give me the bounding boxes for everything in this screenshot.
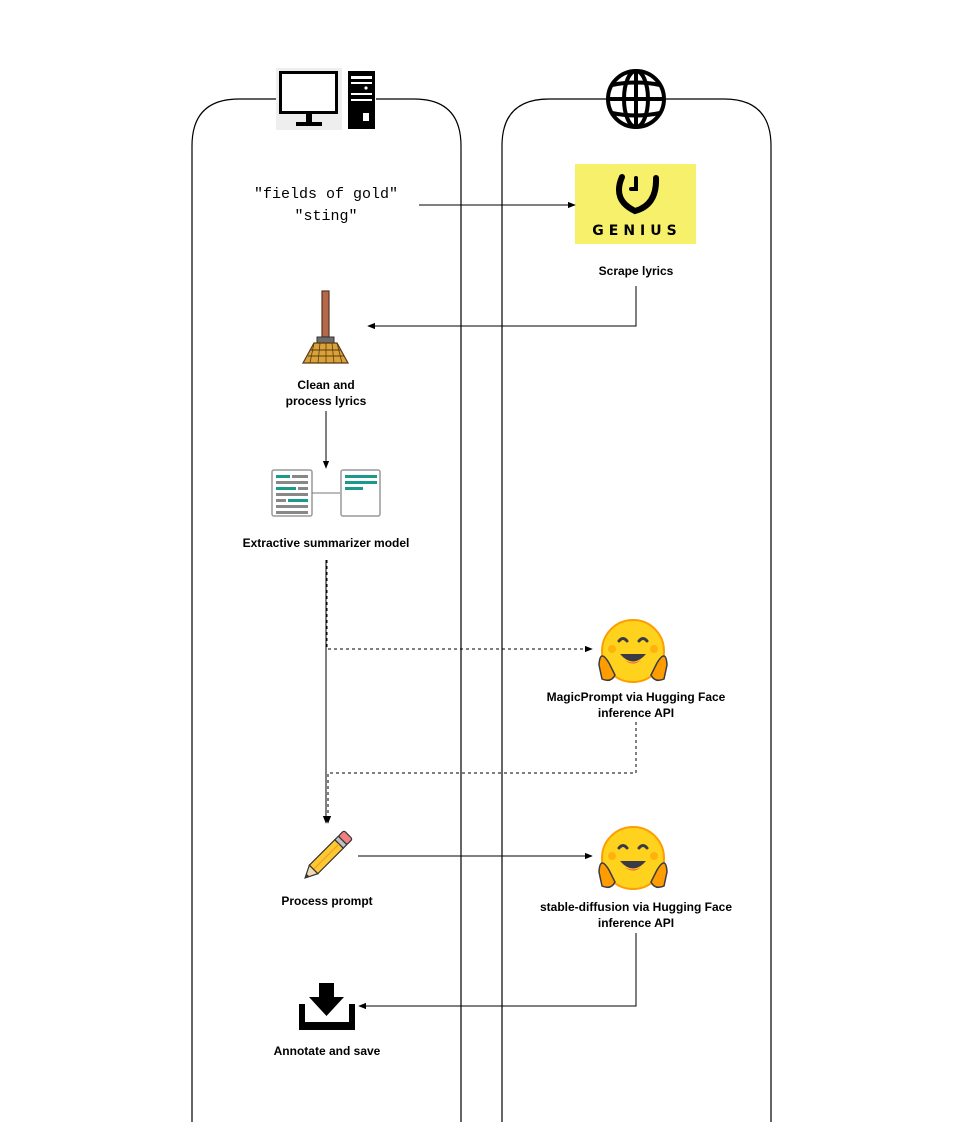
genius-logo-text: GENIUS (592, 223, 681, 239)
annotate-save-label: Annotate and save (274, 1044, 381, 1058)
stable-diffusion-label-line2: inference API (598, 916, 674, 930)
connectors (322, 201, 637, 1010)
broom-icon (301, 290, 350, 364)
clean-process-label-line2: process lyrics (286, 394, 367, 408)
document-summary-icon (271, 469, 381, 517)
hugging-face-icon (598, 619, 668, 683)
stable-diffusion-label-line1: stable-diffusion via Hugging Face (540, 900, 732, 914)
download-icon (299, 983, 355, 1030)
scrape-lyrics-label: Scrape lyrics (599, 264, 674, 278)
summarizer-label: Extractive summarizer model (243, 536, 410, 550)
arrow-genius-to-clean (367, 286, 637, 330)
process-prompt-label: Process prompt (281, 894, 372, 908)
magicprompt-label-line2: inference API (598, 706, 674, 720)
pencil-icon (304, 830, 353, 879)
arrow-summarizer-to-magicprompt (326, 560, 593, 653)
computer-icon (276, 68, 376, 130)
clean-process-label-line1: Clean and (297, 378, 354, 392)
genius-logo: GENIUS (575, 164, 696, 244)
input-artist: "sting" (294, 208, 357, 225)
hugging-face-icon (598, 826, 668, 890)
arrow-magicprompt-to-process (324, 722, 637, 824)
globe-icon (606, 69, 666, 129)
arrow-stable-diffusion-to-annotate (358, 933, 637, 1010)
input-song-title: "fields of gold" (254, 186, 398, 203)
magicprompt-label-line1: MagicPrompt via Hugging Face (547, 690, 726, 704)
